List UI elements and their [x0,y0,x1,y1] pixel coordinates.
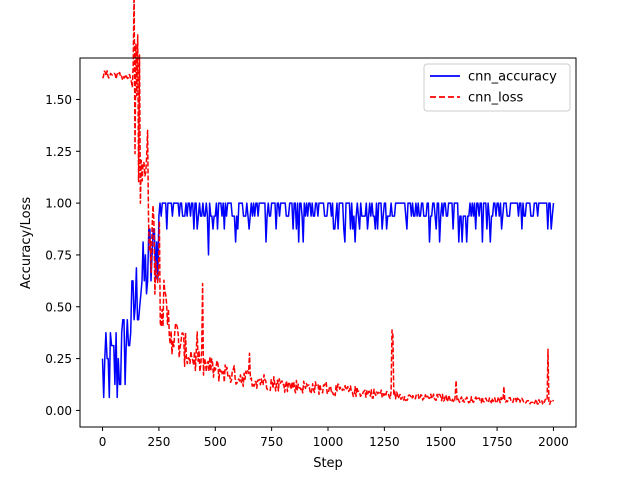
y-tick-label: 0.75 [45,248,72,262]
y-tick-label: 1.00 [45,197,72,211]
x-tick-label: 250 [147,435,170,449]
x-tick-label: 0 [99,435,107,449]
y-tick-label: 1.25 [45,145,72,159]
x-tick-label: 2000 [538,435,569,449]
x-tick-label: 1250 [369,435,400,449]
legend: cnn_accuracy cnn_loss [423,63,571,112]
ticks-layer: 0 250 500 750 1000 1250 1500 1750 2000 0.00 0.25 0.… [45,93,568,449]
x-tick-label: 500 [204,435,227,449]
series-layer [101,0,555,405]
x-tick-label: 1500 [425,435,456,449]
x-tick-label: 750 [260,435,283,449]
x-tick-label: 1000 [313,435,344,449]
series-line-cnn-loss [101,0,555,405]
y-axis-label: Accuracy/Loss [19,197,34,289]
x-tick-label: 1750 [482,435,513,449]
y-tick-label: 0.00 [45,404,72,418]
legend-accuracy-label: cnn_accuracy [468,70,557,85]
x-axis-label: Step [313,456,343,471]
legend-loss-label: cnn_loss [468,91,523,106]
y-tick-label: 0.50 [45,300,72,314]
y-tick-label: 1.50 [45,93,72,107]
y-tick-label: 0.25 [45,352,72,366]
series-line-cnn-accuracy [101,202,555,399]
legend-box [423,63,571,112]
